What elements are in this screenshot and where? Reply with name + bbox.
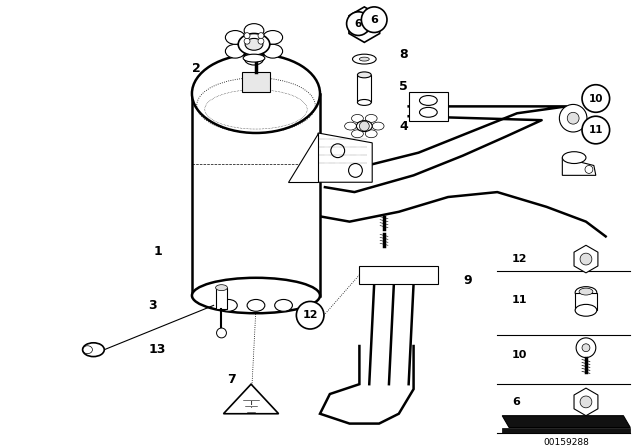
Ellipse shape bbox=[365, 115, 377, 122]
Text: 10: 10 bbox=[589, 94, 603, 103]
FancyBboxPatch shape bbox=[242, 72, 270, 91]
Circle shape bbox=[582, 344, 590, 352]
Ellipse shape bbox=[238, 34, 270, 55]
Circle shape bbox=[258, 38, 264, 44]
Ellipse shape bbox=[244, 24, 264, 38]
Circle shape bbox=[349, 164, 362, 177]
Bar bbox=[216, 288, 227, 309]
Ellipse shape bbox=[365, 130, 377, 138]
Ellipse shape bbox=[263, 44, 283, 58]
Circle shape bbox=[576, 338, 596, 358]
Ellipse shape bbox=[225, 44, 245, 58]
Text: !: ! bbox=[250, 401, 253, 410]
Circle shape bbox=[244, 33, 250, 39]
Text: 1: 1 bbox=[153, 245, 162, 258]
Ellipse shape bbox=[579, 288, 593, 295]
Ellipse shape bbox=[563, 152, 586, 164]
Bar bbox=[502, 427, 630, 433]
Text: 13: 13 bbox=[148, 343, 166, 356]
Bar bbox=[575, 293, 597, 310]
Circle shape bbox=[567, 112, 579, 124]
Circle shape bbox=[559, 104, 587, 132]
Ellipse shape bbox=[356, 121, 372, 132]
Text: 12: 12 bbox=[512, 254, 527, 264]
Ellipse shape bbox=[245, 39, 263, 50]
Ellipse shape bbox=[220, 299, 237, 311]
Ellipse shape bbox=[244, 51, 264, 65]
Ellipse shape bbox=[263, 30, 283, 44]
Text: 7: 7 bbox=[227, 373, 236, 386]
Text: 6: 6 bbox=[512, 397, 520, 407]
Ellipse shape bbox=[419, 95, 437, 105]
Circle shape bbox=[216, 328, 227, 338]
Text: 10: 10 bbox=[512, 349, 527, 360]
Ellipse shape bbox=[247, 299, 265, 311]
Text: 8: 8 bbox=[399, 47, 408, 60]
Ellipse shape bbox=[419, 108, 437, 117]
Ellipse shape bbox=[192, 54, 320, 133]
Text: 11: 11 bbox=[589, 125, 603, 135]
Circle shape bbox=[582, 116, 610, 144]
Ellipse shape bbox=[357, 99, 371, 105]
Ellipse shape bbox=[575, 304, 597, 316]
Ellipse shape bbox=[192, 278, 320, 313]
Circle shape bbox=[244, 38, 250, 44]
Ellipse shape bbox=[243, 54, 265, 62]
Circle shape bbox=[258, 33, 264, 39]
Polygon shape bbox=[223, 384, 278, 414]
Ellipse shape bbox=[83, 343, 104, 357]
Ellipse shape bbox=[225, 30, 245, 44]
Circle shape bbox=[580, 396, 592, 408]
Circle shape bbox=[331, 144, 344, 158]
Bar bbox=[357, 75, 371, 103]
Circle shape bbox=[296, 302, 324, 329]
Polygon shape bbox=[502, 416, 630, 427]
Circle shape bbox=[580, 253, 592, 265]
Circle shape bbox=[362, 7, 387, 33]
Ellipse shape bbox=[351, 130, 364, 138]
Polygon shape bbox=[318, 133, 372, 182]
Text: 6: 6 bbox=[355, 19, 362, 29]
Text: 6: 6 bbox=[371, 15, 378, 25]
Bar bbox=[360, 266, 438, 284]
Ellipse shape bbox=[357, 72, 371, 78]
Circle shape bbox=[347, 12, 370, 35]
Ellipse shape bbox=[351, 115, 364, 122]
Circle shape bbox=[582, 85, 610, 112]
Ellipse shape bbox=[249, 52, 263, 60]
Polygon shape bbox=[563, 158, 596, 175]
Ellipse shape bbox=[353, 54, 376, 64]
Text: 11: 11 bbox=[512, 295, 527, 306]
Ellipse shape bbox=[372, 122, 384, 130]
Ellipse shape bbox=[216, 284, 227, 291]
Text: 00159288: 00159288 bbox=[543, 438, 589, 448]
Text: 5: 5 bbox=[399, 80, 408, 93]
Circle shape bbox=[360, 121, 369, 131]
Ellipse shape bbox=[360, 57, 369, 61]
Bar bbox=[409, 91, 448, 121]
Text: 4: 4 bbox=[399, 120, 408, 133]
Ellipse shape bbox=[344, 122, 356, 130]
Text: 3: 3 bbox=[148, 299, 157, 312]
Ellipse shape bbox=[275, 299, 292, 311]
Polygon shape bbox=[289, 133, 318, 182]
Text: 12: 12 bbox=[302, 310, 318, 320]
Circle shape bbox=[356, 17, 372, 33]
Text: 9: 9 bbox=[463, 274, 472, 287]
Ellipse shape bbox=[575, 287, 597, 298]
Text: 2: 2 bbox=[193, 62, 201, 75]
